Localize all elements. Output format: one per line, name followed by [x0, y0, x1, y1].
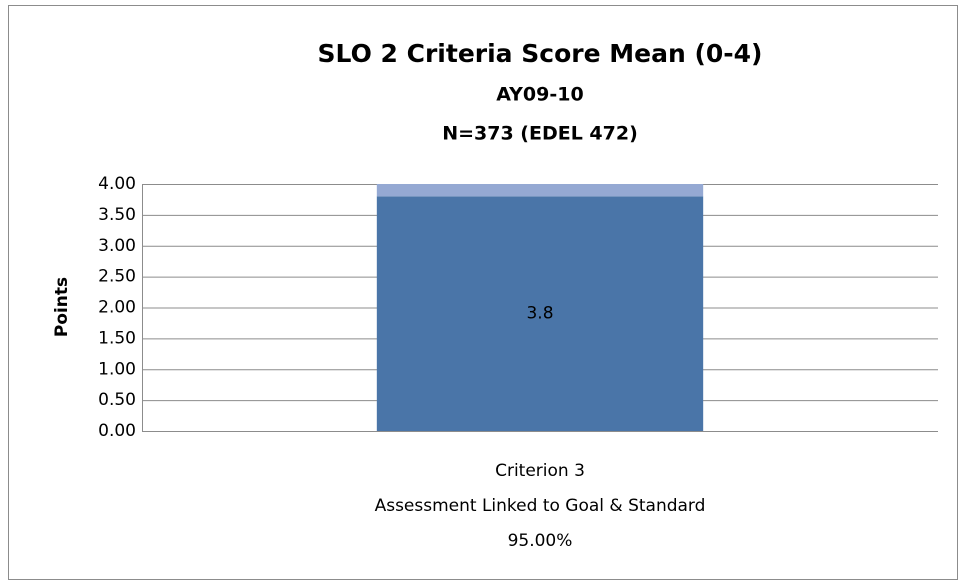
y-tick-label: 1.00	[98, 359, 136, 379]
x-tick-label: Assessment Linked to Goal & Standard	[375, 496, 706, 516]
chart-subtitle: AY09-10	[496, 84, 583, 106]
y-tick-label: 1.50	[98, 328, 136, 348]
y-tick-label: 2.50	[98, 267, 136, 287]
bar-segment	[376, 196, 704, 431]
x-tick-label: Criterion 3	[495, 461, 585, 481]
x-tick-label: 95.00%	[508, 531, 573, 551]
data-label: 3.8	[526, 304, 553, 324]
chart-title: SLO 2 Criteria Score Mean (0-4)	[318, 39, 763, 68]
y-tick-label: 0.00	[98, 421, 136, 441]
y-tick-label: 3.50	[98, 205, 136, 225]
y-tick-label: 4.00	[98, 174, 136, 194]
bar-segment	[376, 184, 704, 197]
chart-subtitle: N=373 (EDEL 472)	[442, 123, 638, 145]
y-tick-label: 3.00	[98, 236, 136, 256]
y-tick-label: 2.00	[98, 298, 136, 318]
y-axis-label: Points	[52, 277, 72, 337]
y-tick-label: 0.50	[98, 390, 136, 410]
